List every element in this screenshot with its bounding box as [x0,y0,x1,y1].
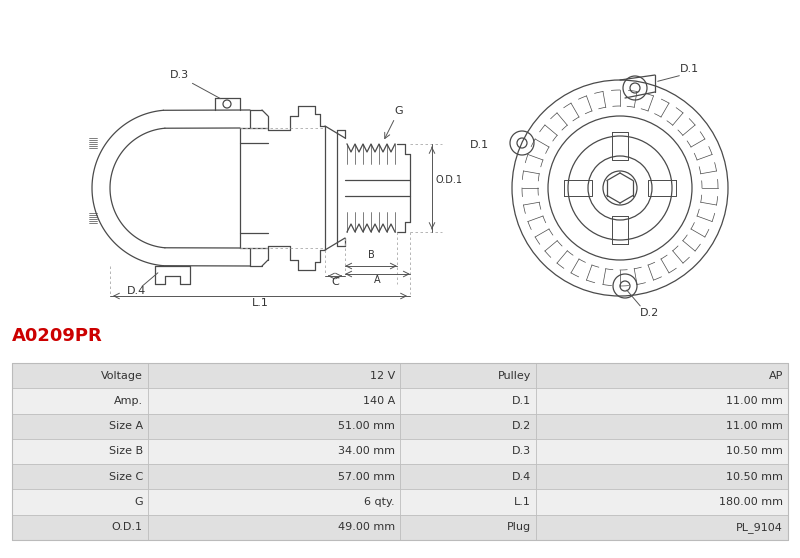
Bar [400,363,536,388]
Bar [536,439,788,464]
Bar [536,489,788,514]
Bar [148,388,400,413]
Text: 34.00 mm: 34.00 mm [338,446,395,456]
Text: L.1: L.1 [514,497,531,507]
Text: 180.00 mm: 180.00 mm [719,497,783,507]
Text: 10.50 mm: 10.50 mm [726,446,783,456]
Text: 11.00 mm: 11.00 mm [726,396,783,406]
Bar [400,489,536,514]
Text: 6 qty.: 6 qty. [364,497,395,507]
Bar [536,363,788,388]
Text: Pulley: Pulley [498,371,531,381]
Bar [148,489,400,514]
Text: Size C: Size C [109,472,142,482]
Bar [148,514,400,540]
Text: D.1: D.1 [512,396,531,406]
Text: D.4: D.4 [511,472,531,482]
Text: C: C [331,277,339,287]
Text: G: G [394,106,403,116]
Text: Voltage: Voltage [101,371,142,381]
Bar [12,388,148,413]
Text: Size A: Size A [109,421,142,431]
Text: Plug: Plug [506,522,531,532]
Text: 140 A: 140 A [362,396,395,406]
Text: A0209PR: A0209PR [12,327,102,345]
Text: O.D.1: O.D.1 [112,522,142,532]
Text: Amp.: Amp. [114,396,142,406]
Bar [400,388,536,413]
Bar [400,464,536,489]
Bar [148,464,400,489]
Bar [12,464,148,489]
Text: G: G [134,497,142,507]
Text: 11.00 mm: 11.00 mm [726,421,783,431]
Text: D.2: D.2 [640,308,659,318]
Text: D.1: D.1 [470,140,489,150]
Bar [400,413,536,439]
Text: L.1: L.1 [251,298,269,308]
Text: Size B: Size B [109,446,142,456]
Text: D.3: D.3 [512,446,531,456]
Bar [536,464,788,489]
Bar [12,413,148,439]
Bar [400,439,536,464]
Text: 10.50 mm: 10.50 mm [726,472,783,482]
Bar [148,439,400,464]
Bar [12,489,148,514]
Bar [148,363,400,388]
Text: 49.00 mm: 49.00 mm [338,522,395,532]
Bar [400,514,536,540]
Text: 51.00 mm: 51.00 mm [338,421,395,431]
Text: D.4: D.4 [127,286,146,296]
Bar [148,413,400,439]
Text: D.2: D.2 [511,421,531,431]
Text: A: A [374,275,380,285]
Text: B: B [368,250,374,260]
Text: D.3: D.3 [170,70,189,80]
Bar [12,514,148,540]
Text: 12 V: 12 V [370,371,395,381]
Text: PL_9104: PL_9104 [736,522,783,533]
Bar [536,514,788,540]
Bar [536,388,788,413]
Bar [536,413,788,439]
Bar [12,363,148,388]
Text: O.D.1: O.D.1 [436,175,463,185]
Text: AP: AP [769,371,783,381]
Text: 57.00 mm: 57.00 mm [338,472,395,482]
Bar [12,439,148,464]
Text: D.1: D.1 [680,64,699,74]
